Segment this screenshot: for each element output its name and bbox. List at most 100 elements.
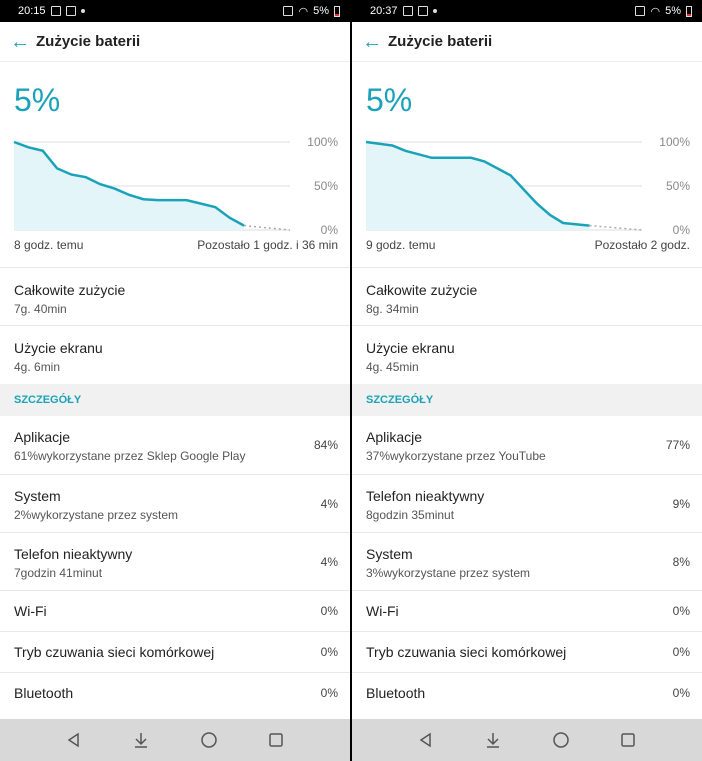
notification-dot-icon	[432, 9, 437, 13]
usage-list-item[interactable]: Wi-Fi 0%	[0, 590, 350, 631]
wifi-icon: ◠	[298, 5, 309, 18]
battery-chart: 100% 50% 0%	[13, 135, 339, 237]
usage-item-percent: 77%	[665, 438, 690, 452]
usage-item-label: Aplikacje	[366, 429, 423, 445]
recents-nav-icon[interactable]	[616, 728, 640, 752]
usage-list-item[interactable]: Wi-Fi 0%	[352, 590, 702, 631]
usage-item-label: Wi-Fi	[14, 603, 47, 619]
y-tick-label: 50%	[314, 179, 338, 193]
wifi-icon: ◠	[650, 5, 661, 18]
usage-item-percent: 0%	[672, 686, 690, 700]
screen-usage-row[interactable]: Użycie ekranu 4g. 45min	[352, 325, 702, 383]
projection-line	[589, 224, 643, 231]
status-battery-text: 5%	[313, 5, 329, 17]
usage-item-label: Aplikacje	[14, 429, 71, 445]
chart-area	[366, 142, 590, 230]
home-nav-icon[interactable]	[549, 728, 573, 752]
usage-item-percent: 4%	[320, 497, 338, 511]
usage-item-percent: 0%	[672, 645, 690, 659]
status-right: ◠ 5%	[635, 5, 692, 18]
notification-icon	[417, 6, 428, 16]
usage-list-item[interactable]: Tryb czuwania sieci komórkowej 0%	[352, 631, 702, 672]
usage-item-percent: 4%	[320, 555, 338, 569]
chart-remaining-label: Pozostało 2 godz.	[594, 238, 690, 252]
back-nav-icon[interactable]	[62, 728, 86, 752]
usage-list-item[interactable]: Aplikacje 37%wykorzystane przez YouTube 77…	[352, 416, 702, 474]
phone-screen-right: 20:37 ◠ 5% ← Zużycie baterii 5% 100% 50% 0% 9 god…	[352, 0, 702, 761]
usage-item-detail: 2%wykorzystane przez system	[14, 508, 179, 522]
total-usage-row[interactable]: Całkowite zużycie 8g. 34min	[352, 267, 702, 325]
usage-list-item[interactable]: Telefon nieaktywny 8godzin 35minut 9%	[352, 474, 702, 532]
usage-list-item[interactable]: Telefon nieaktywny 7godzin 41minut 4%	[0, 532, 350, 590]
chart-remaining-label: Pozostało 1 godz. i 36 min	[197, 238, 338, 252]
status-right: ◠ 5%	[283, 5, 340, 18]
battery-line	[13, 140, 245, 227]
usage-list-item[interactable]: Aplikacje 61%wykorzystane przez Sklep Goo…	[0, 416, 350, 474]
details-section-header: SZCZEGÓŁY	[352, 384, 702, 416]
page-title: Zużycie baterii	[388, 33, 493, 50]
usage-list-item[interactable]: Tryb czuwania sieci komórkowej 0%	[0, 631, 350, 672]
y-tick-label: 0%	[673, 223, 691, 237]
navigation-bar	[352, 719, 702, 761]
screen-usage-value: 4g. 45min	[366, 360, 419, 374]
home-nav-icon[interactable]	[197, 728, 221, 752]
recents-nav-icon[interactable]	[264, 728, 288, 752]
usage-item-detail: 3%wykorzystane przez system	[366, 566, 531, 580]
usage-item-percent: 0%	[672, 604, 690, 618]
app-bar: ← Zużycie baterii	[0, 22, 350, 62]
y-tick-label: 100%	[659, 135, 690, 149]
y-tick-label: 0%	[321, 223, 339, 237]
status-battery-text: 5%	[665, 5, 681, 17]
back-nav-icon[interactable]	[414, 728, 438, 752]
details-section-header: SZCZEGÓŁY	[0, 384, 350, 416]
usage-list-item[interactable]: Bluetooth 0%	[0, 672, 350, 713]
battery-percent: 5%	[366, 82, 413, 118]
screen-usage-row[interactable]: Użycie ekranu 4g. 6min	[0, 325, 350, 383]
battery-percent: 5%	[14, 82, 61, 118]
chart-start-label: 9 godz. temu	[366, 238, 436, 252]
usage-list-item[interactable]: Bluetooth 0%	[352, 672, 702, 713]
usage-list-item[interactable]: System 2%wykorzystane przez system 4%	[0, 474, 350, 532]
notification-icon	[65, 6, 76, 16]
status-bar: 20:37 ◠ 5%	[352, 0, 702, 22]
usage-list-item[interactable]: System 3%wykorzystane przez system 8%	[352, 532, 702, 590]
usage-item-label: Bluetooth	[366, 685, 426, 701]
usage-item-label: Telefon nieaktywny	[14, 546, 133, 562]
usage-item-detail: 8godzin 35minut	[366, 508, 455, 522]
usage-item-detail: 7godzin 41minut	[14, 566, 103, 580]
usage-item-label: System	[366, 546, 413, 562]
usage-item-percent: 0%	[320, 604, 338, 618]
back-arrow-icon[interactable]: ←	[362, 30, 382, 53]
total-usage-row[interactable]: Całkowite zużycie 7g. 40min	[0, 267, 350, 325]
projection-line	[243, 224, 291, 231]
usage-item-label: Wi-Fi	[366, 603, 399, 619]
notifications-pull-down-icon[interactable]	[129, 728, 153, 752]
battery-chart: 100% 50% 0%	[365, 135, 691, 237]
app-bar: ← Zużycie baterii	[352, 22, 702, 62]
nfc-icon	[283, 6, 294, 16]
usage-item-detail: 61%wykorzystane przez Sklep Google Play	[14, 449, 246, 463]
status-left: 20:37	[370, 5, 437, 17]
usage-item-label: Telefon nieaktywny	[366, 488, 485, 504]
notifications-pull-down-icon[interactable]	[481, 728, 505, 752]
status-bar: 20:15 ◠ 5%	[0, 0, 350, 22]
total-usage-label: Całkowite zużycie	[366, 282, 478, 298]
chart-start-label: 8 godz. temu	[14, 238, 84, 252]
back-arrow-icon[interactable]: ←	[10, 30, 30, 53]
chart-labels: 9 godz. temu Pozostało 2 godz.	[366, 238, 690, 252]
battery-line	[365, 140, 590, 227]
total-usage-value: 8g. 34min	[366, 302, 419, 316]
usage-item-label: Bluetooth	[14, 685, 74, 701]
usage-item-detail: 37%wykorzystane przez YouTube	[366, 449, 546, 463]
battery-icon	[686, 5, 692, 17]
total-usage-label: Całkowite zużycie	[14, 282, 126, 298]
total-usage-value: 7g. 40min	[14, 302, 67, 316]
usage-item-label: Tryb czuwania sieci komórkowej	[366, 644, 567, 660]
usage-item-label: Tryb czuwania sieci komórkowej	[14, 644, 215, 660]
page-title: Zużycie baterii	[36, 33, 141, 50]
usage-item-percent: 9%	[672, 497, 690, 511]
usage-item-percent: 8%	[672, 555, 690, 569]
y-tick-label: 50%	[666, 179, 690, 193]
chart-area	[14, 142, 244, 230]
